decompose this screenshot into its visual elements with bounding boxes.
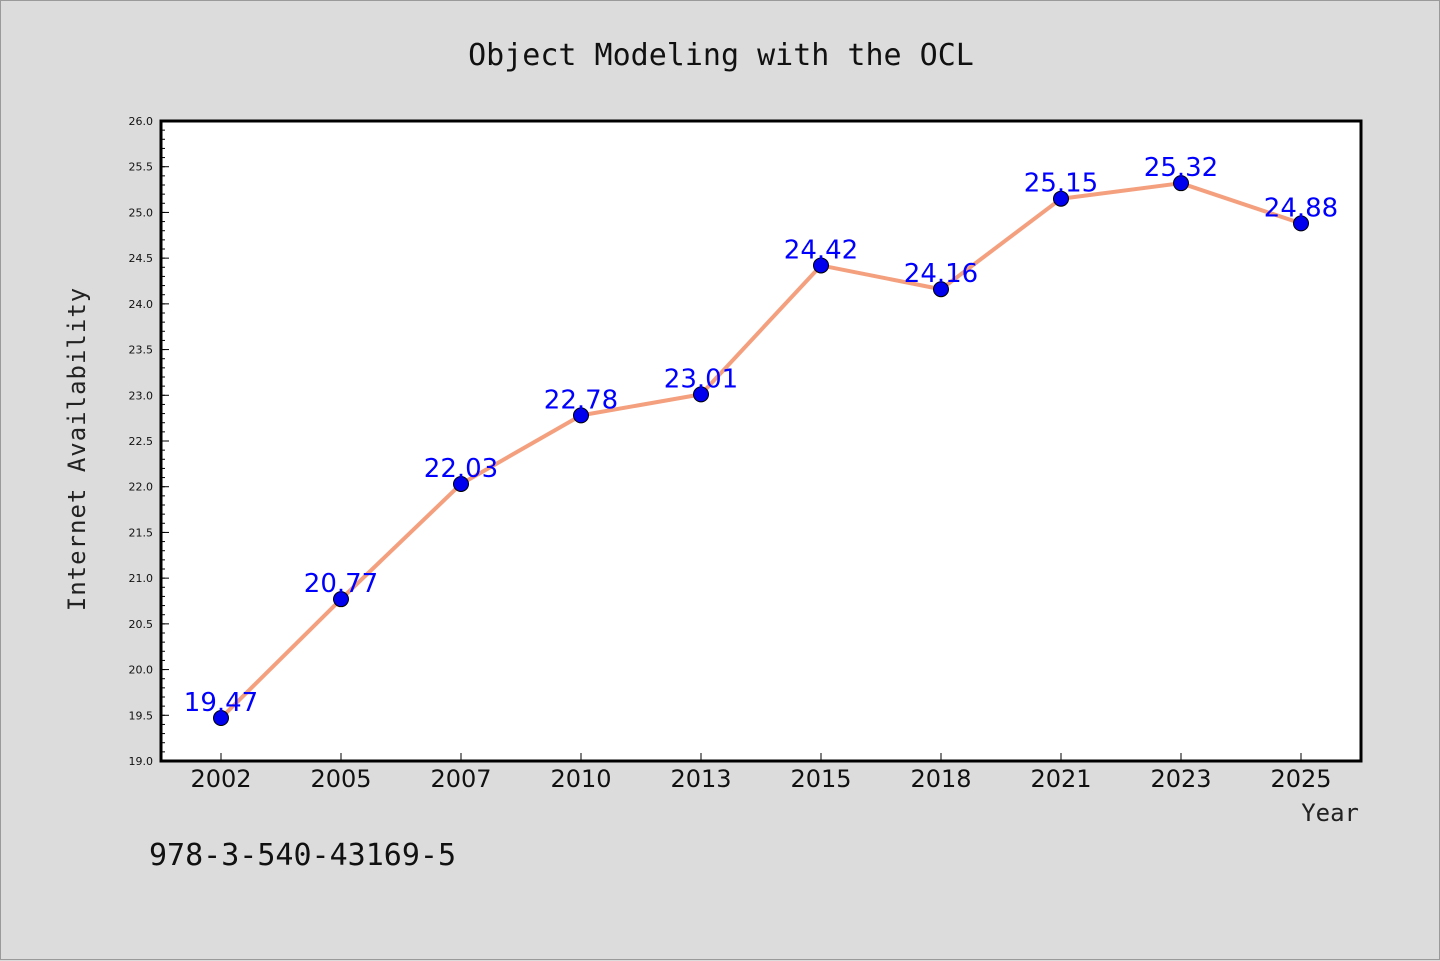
y-axis: 19.0 19.5 20.0 20.5 21.0 21.5 22.0 22.5 23.0 23.5… <box>129 115 169 768</box>
data-point <box>333 591 349 608</box>
data-point <box>1173 175 1189 192</box>
x-axis: 2002 2005 2007 2010 2013 2015 2018 2021 2023 2025 <box>190 753 1332 793</box>
y-tick-label: 25.5 <box>129 161 154 174</box>
chart-title: Object Modeling with the OCL <box>468 38 974 73</box>
data-label: 25.15 <box>1024 169 1098 199</box>
y-tick-label: 19.5 <box>129 709 154 722</box>
data-label: 25.32 <box>1144 153 1218 183</box>
data-point <box>933 281 949 298</box>
y-axis-title: Internet Availability <box>63 287 91 611</box>
y-tick-label: 21.0 <box>129 572 154 585</box>
isbn-caption: 978-3-540-43169-5 <box>149 838 456 873</box>
y-tick-label: 19.0 <box>129 755 154 768</box>
data-point <box>813 257 829 274</box>
x-tick-label: 2013 <box>670 765 731 793</box>
y-tick-label: 22.0 <box>129 481 154 494</box>
data-label: 22.03 <box>424 454 498 484</box>
data-point <box>1053 190 1069 207</box>
x-axis-title: Year <box>1301 799 1359 827</box>
y-tick-label: 20.0 <box>129 664 154 677</box>
x-tick-label: 2021 <box>1030 765 1091 793</box>
x-tick-label: 2002 <box>190 765 251 793</box>
data-points <box>213 175 1309 727</box>
plot-area <box>161 121 1361 761</box>
data-point <box>453 475 469 492</box>
data-point <box>1293 215 1309 232</box>
y-tick-label: 22.5 <box>129 435 154 448</box>
data-label: 20.77 <box>304 569 378 599</box>
data-point <box>213 710 229 727</box>
y-tick-label: 23.0 <box>129 389 154 402</box>
x-tick-label: 2025 <box>1270 765 1331 793</box>
x-tick-label: 2015 <box>790 765 851 793</box>
x-tick-label: 2023 <box>1150 765 1211 793</box>
plot-border <box>159 119 1363 763</box>
y-tick-label: 26.0 <box>129 115 154 128</box>
data-label: 24.88 <box>1264 193 1338 223</box>
data-point <box>693 386 709 403</box>
data-label: 24.42 <box>784 235 858 265</box>
data-label: 24.16 <box>904 259 978 289</box>
y-tick-label: 24.5 <box>129 252 154 265</box>
data-labels: 19.47 20.77 22.03 22.78 23.01 24.42 24.16 25.15… <box>184 153 1338 718</box>
y-tick-label: 21.5 <box>129 526 154 539</box>
data-label: 23.01 <box>664 364 738 394</box>
data-label: 22.78 <box>544 385 618 415</box>
data-label: 19.47 <box>184 688 258 718</box>
y-tick-label: 25.0 <box>129 206 154 219</box>
y-tick-label: 24.0 <box>129 298 154 311</box>
x-tick-label: 2010 <box>550 765 611 793</box>
y-tick-label: 20.5 <box>129 618 154 631</box>
x-tick-label: 2005 <box>310 765 371 793</box>
x-tick-label: 2018 <box>910 765 971 793</box>
x-tick-label: 2007 <box>430 765 491 793</box>
series-line <box>219 181 1302 720</box>
data-point <box>573 407 589 424</box>
y-tick-label: 23.5 <box>129 344 154 357</box>
